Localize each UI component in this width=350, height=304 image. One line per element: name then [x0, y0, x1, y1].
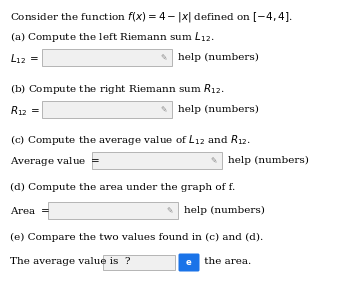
Text: ✎: ✎: [161, 105, 167, 114]
Text: Average value $=$: Average value $=$: [10, 155, 100, 168]
Text: Area $=$: Area $=$: [10, 205, 50, 216]
FancyBboxPatch shape: [178, 254, 199, 271]
Text: (a) Compute the left Riemann sum $L_{12}$.: (a) Compute the left Riemann sum $L_{12}…: [10, 30, 214, 44]
Text: (c) Compute the average value of $L_{12}$ and $R_{12}$.: (c) Compute the average value of $L_{12}…: [10, 133, 251, 147]
Text: (d) Compute the area under the graph of f.: (d) Compute the area under the graph of …: [10, 183, 235, 192]
FancyBboxPatch shape: [92, 152, 222, 169]
FancyBboxPatch shape: [42, 101, 172, 118]
Text: ✎: ✎: [211, 156, 217, 165]
FancyBboxPatch shape: [48, 202, 178, 219]
Text: help (numbers): help (numbers): [228, 155, 309, 164]
Text: ✎: ✎: [167, 206, 173, 215]
Text: (b) Compute the right Riemann sum $R_{12}$.: (b) Compute the right Riemann sum $R_{12…: [10, 82, 224, 96]
Text: $L_{12}\, =$: $L_{12}\, =$: [10, 52, 38, 66]
Text: the area.: the area.: [201, 257, 251, 267]
Text: help (numbers): help (numbers): [178, 105, 259, 114]
Text: $R_{12}\, =$: $R_{12}\, =$: [10, 104, 40, 118]
Text: Consider the function $f(x) = 4 - |x|$ defined on $[-4, 4]$.: Consider the function $f(x) = 4 - |x|$ d…: [10, 10, 293, 24]
Text: (e) Compare the two values found in (c) and (d).: (e) Compare the two values found in (c) …: [10, 233, 263, 242]
Text: help (numbers): help (numbers): [184, 206, 265, 215]
Text: e: e: [186, 258, 192, 267]
FancyBboxPatch shape: [103, 255, 175, 270]
Text: ✎: ✎: [161, 53, 167, 62]
FancyBboxPatch shape: [42, 49, 172, 66]
Text: help (numbers): help (numbers): [178, 52, 259, 62]
Text: The average value is  ?: The average value is ?: [10, 257, 131, 266]
